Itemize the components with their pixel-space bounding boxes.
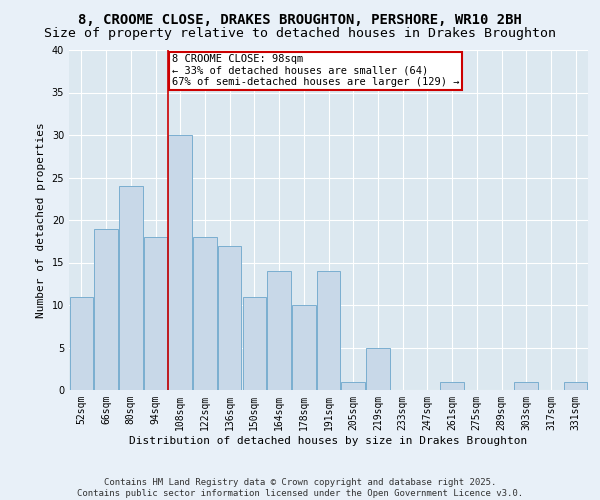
Bar [242, 296, 266, 390]
Bar [317, 271, 340, 390]
Bar [440, 382, 464, 390]
Bar [193, 237, 217, 390]
Bar [341, 382, 365, 390]
Bar [366, 348, 389, 390]
Bar [169, 135, 192, 390]
Text: Size of property relative to detached houses in Drakes Broughton: Size of property relative to detached ho… [44, 28, 556, 40]
Y-axis label: Number of detached properties: Number of detached properties [36, 122, 46, 318]
Bar [292, 305, 316, 390]
Bar [514, 382, 538, 390]
Bar [94, 228, 118, 390]
Text: 8 CROOME CLOSE: 98sqm
← 33% of detached houses are smaller (64)
67% of semi-deta: 8 CROOME CLOSE: 98sqm ← 33% of detached … [172, 54, 459, 88]
Bar [144, 237, 167, 390]
X-axis label: Distribution of detached houses by size in Drakes Broughton: Distribution of detached houses by size … [130, 436, 527, 446]
Bar [119, 186, 143, 390]
Text: 8, CROOME CLOSE, DRAKES BROUGHTON, PERSHORE, WR10 2BH: 8, CROOME CLOSE, DRAKES BROUGHTON, PERSH… [78, 12, 522, 26]
Bar [70, 296, 93, 390]
Text: Contains HM Land Registry data © Crown copyright and database right 2025.
Contai: Contains HM Land Registry data © Crown c… [77, 478, 523, 498]
Bar [268, 271, 291, 390]
Bar [218, 246, 241, 390]
Bar [564, 382, 587, 390]
